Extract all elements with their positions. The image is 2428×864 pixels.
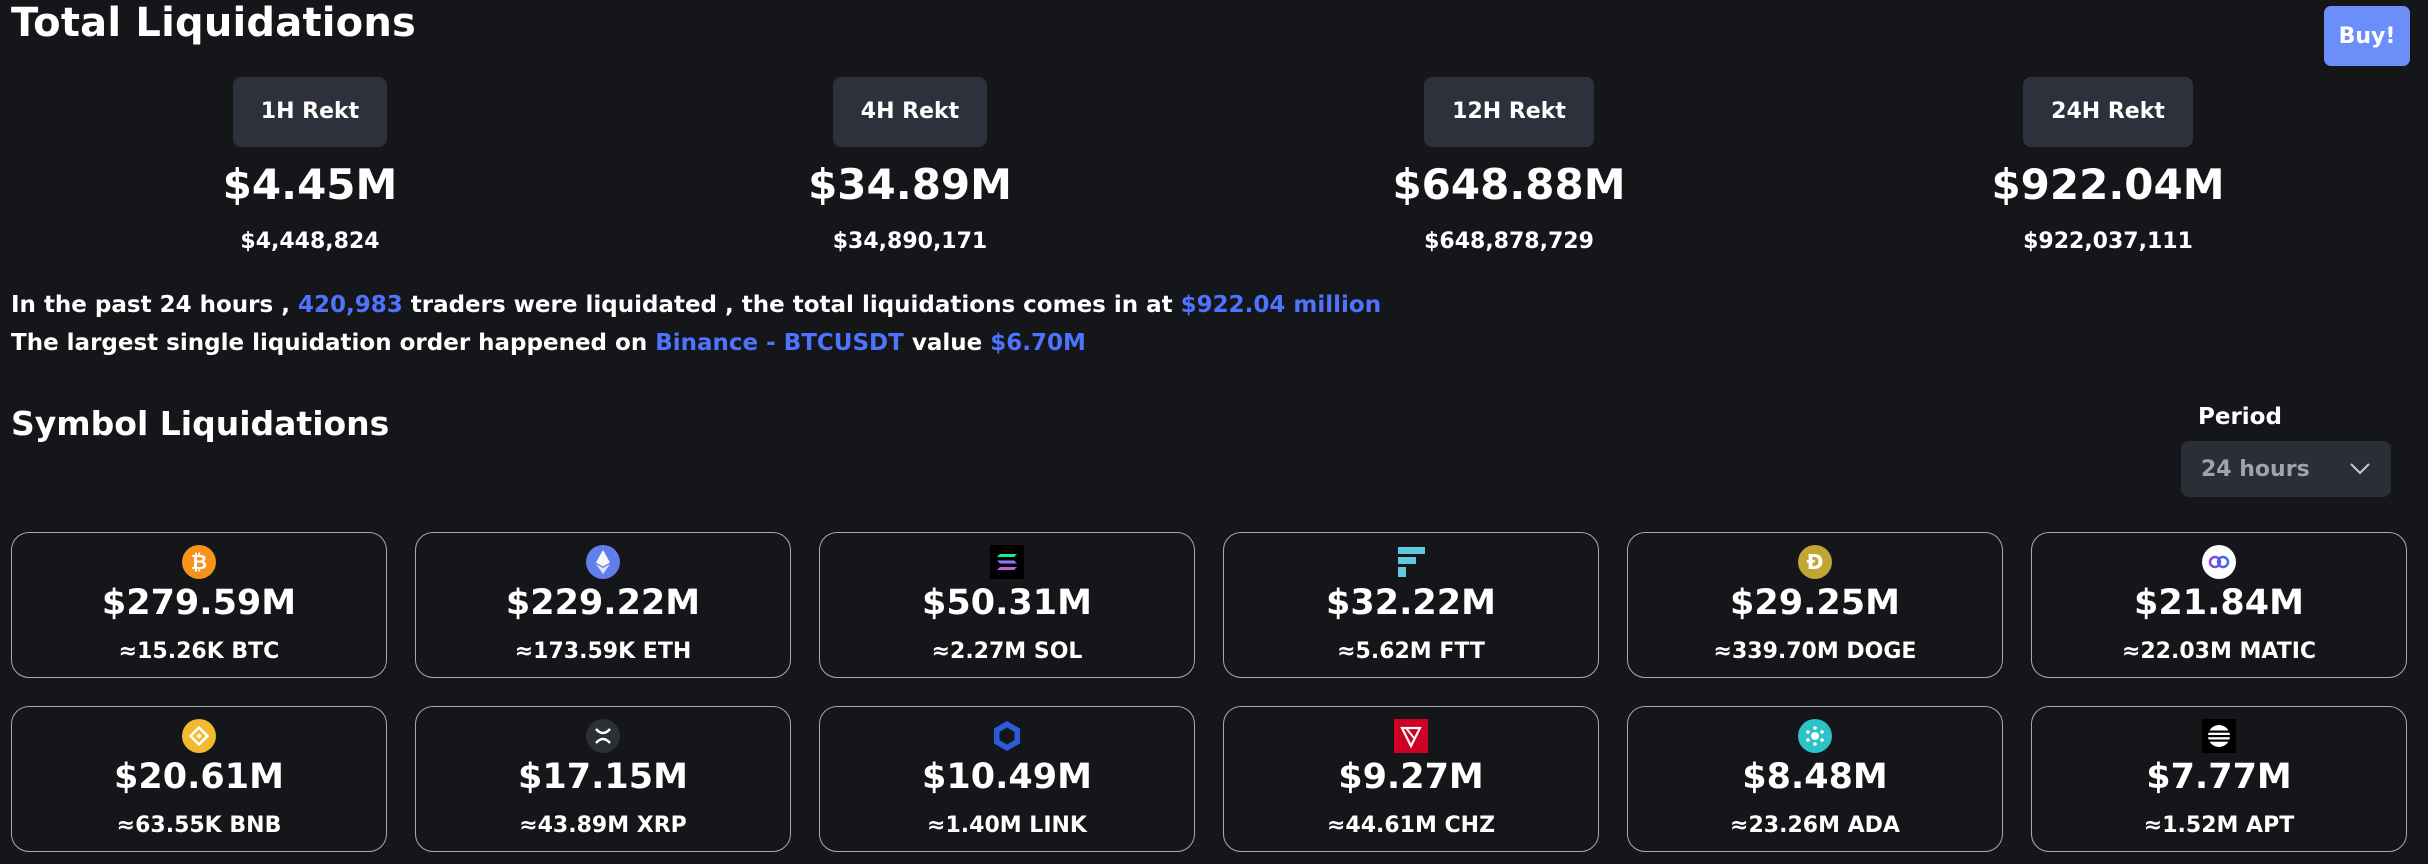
traders-count: 420,983	[297, 292, 403, 318]
card-amount: ≈63.55K BNB	[116, 813, 282, 838]
stat-24h: 24H Rekt $922.04M $922,037,111	[1948, 77, 2268, 254]
largest-order-value: $6.70M	[990, 330, 1086, 356]
card-value: $21.84M	[2134, 583, 2304, 623]
symbol-card-ftt[interactable]: $32.22M ≈5.62M FTT	[1223, 532, 1599, 678]
stat-4h: 4H Rekt $34.89M $34,890,171	[750, 77, 1070, 254]
symbol-card-chz[interactable]: $9.27M ≈44.61M CHZ	[1223, 706, 1599, 852]
buy-button[interactable]: Buy!	[2324, 6, 2410, 66]
period-label: Period	[2198, 404, 2282, 430]
total-liquidations: $922.04 million	[1180, 292, 1382, 318]
card-value: $7.77M	[2146, 757, 2292, 797]
card-value: $9.27M	[1338, 757, 1484, 797]
svg-text:Ð: Ð	[1807, 550, 1824, 574]
stat-badge[interactable]: 1H Rekt	[232, 77, 388, 147]
card-value: $17.15M	[518, 757, 688, 797]
card-value: $229.22M	[505, 583, 701, 623]
stat-badge[interactable]: 4H Rekt	[832, 77, 988, 147]
card-amount: ≈173.59K ETH	[514, 639, 692, 664]
stat-1h: 1H Rekt $4.45M $4,448,824	[150, 77, 470, 254]
stat-full-value: $922,037,111	[2023, 229, 2193, 254]
symbol-card-sol[interactable]: $50.31M ≈2.27M SOL	[819, 532, 1195, 678]
stat-full-value: $34,890,171	[832, 229, 988, 254]
card-amount: ≈1.40M LINK	[927, 813, 1087, 838]
symbol-card-ada[interactable]: $8.48M ≈23.26M ADA	[1627, 706, 2003, 852]
stat-full-value: $4,448,824	[240, 229, 380, 254]
card-amount: ≈44.61M CHZ	[1326, 813, 1496, 838]
card-amount: ≈22.03M MATIC	[2121, 639, 2317, 664]
ada-icon	[1798, 719, 1832, 753]
largest-order-link[interactable]: Binance - BTCUSDT	[655, 330, 904, 356]
symbol-card-btc[interactable]: ₿ $279.59M ≈15.26K BTC	[11, 532, 387, 678]
eth-icon	[586, 545, 620, 579]
btc-icon: ₿	[182, 545, 216, 579]
page-title: Total Liquidations	[11, 0, 417, 46]
link-icon	[994, 721, 1020, 751]
stat-short-value: $922.04M	[1991, 160, 2225, 209]
card-value: $10.49M	[922, 757, 1092, 797]
apt-icon	[2202, 719, 2236, 753]
stat-full-value: $648,878,729	[1424, 229, 1594, 254]
summary-line-1: In the past 24 hours , 420,983 traders w…	[11, 292, 1381, 318]
card-value: $50.31M	[922, 583, 1092, 623]
bnb-icon	[182, 719, 216, 753]
chz-icon	[1394, 719, 1428, 753]
period-value: 24 hours	[2201, 456, 2310, 482]
symbol-card-eth[interactable]: $229.22M ≈173.59K ETH	[415, 532, 791, 678]
card-amount: ≈23.26M ADA	[1730, 813, 1900, 838]
card-amount: ≈43.89M XRP	[519, 813, 687, 838]
card-value: $279.59M	[101, 583, 297, 623]
card-amount: ≈5.62M FTT	[1337, 639, 1485, 664]
card-value: $8.48M	[1742, 757, 1888, 797]
symbol-card-matic[interactable]: $21.84M ≈22.03M MATIC	[2031, 532, 2407, 678]
summary-text: In the past 24 hours ,	[11, 292, 298, 318]
doge-icon: Ð	[1798, 545, 1832, 579]
sol-icon	[990, 545, 1024, 579]
card-amount: ≈2.27M SOL	[931, 639, 1083, 664]
stat-short-value: $34.89M	[808, 160, 1012, 209]
chevron-down-icon	[2350, 463, 2370, 475]
symbol-card-link[interactable]: $10.49M ≈1.40M LINK	[819, 706, 1195, 852]
symbol-card-apt[interactable]: $7.77M ≈1.52M APT	[2031, 706, 2407, 852]
period-select[interactable]: 24 hours	[2181, 441, 2391, 497]
card-amount: ≈1.52M APT	[2143, 813, 2295, 838]
card-value: $32.22M	[1326, 583, 1496, 623]
stat-short-value: $4.45M	[222, 160, 398, 209]
card-value: $29.25M	[1730, 583, 1900, 623]
symbol-card-doge[interactable]: Ð $29.25M ≈339.70M DOGE	[1627, 532, 2003, 678]
stat-12h: 12H Rekt $648.88M $648,878,729	[1349, 77, 1669, 254]
summary-text: traders were liquidated , the total liqu…	[402, 292, 1181, 318]
stat-badge[interactable]: 12H Rekt	[1424, 77, 1594, 147]
matic-icon	[2202, 545, 2236, 579]
card-value: $20.61M	[114, 757, 284, 797]
svg-text:₿: ₿	[191, 550, 207, 574]
xrp-icon	[586, 719, 620, 753]
card-amount: ≈339.70M DOGE	[1713, 639, 1917, 664]
summary-text: The largest single liquidation order hap…	[11, 330, 656, 356]
stat-badge[interactable]: 24H Rekt	[2023, 77, 2193, 147]
symbol-card-bnb[interactable]: $20.61M ≈63.55K BNB	[11, 706, 387, 852]
ftt-icon	[1398, 547, 1425, 577]
summary-line-2: The largest single liquidation order hap…	[11, 330, 1086, 356]
symbol-card-xrp[interactable]: $17.15M ≈43.89M XRP	[415, 706, 791, 852]
summary-text: value	[903, 330, 991, 356]
stat-short-value: $648.88M	[1392, 160, 1626, 209]
card-amount: ≈15.26K BTC	[118, 639, 280, 664]
section-title: Symbol Liquidations	[11, 404, 390, 443]
